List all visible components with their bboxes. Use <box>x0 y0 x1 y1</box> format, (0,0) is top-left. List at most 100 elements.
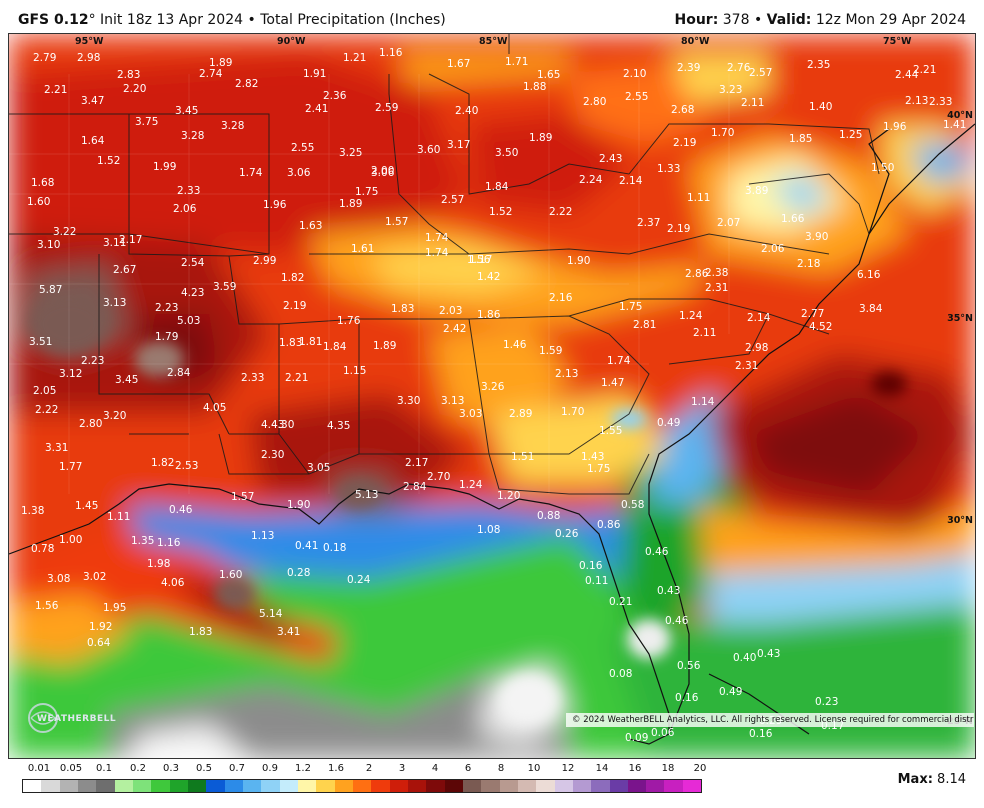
bullet-sep: • <box>247 12 256 28</box>
legend-tick-label: 1.2 <box>295 763 311 774</box>
precip-value-label: 0.58 <box>621 499 644 511</box>
legend-ticks: 0.01 0.05 0.1 0.2 0.3 0.5 0.7 0.9 1.2 1.6 2 3 4 6 8 10 1… <box>22 763 707 777</box>
colorbar-swatch <box>77 780 97 792</box>
precip-value-label: 1.67 <box>447 58 470 70</box>
precip-value-label: 2.33 <box>177 185 200 197</box>
precip-value-label: 2.06 <box>173 203 197 215</box>
colorbar-swatch <box>334 780 353 792</box>
precip-value-label: 1.57 <box>231 491 254 503</box>
precip-value-label: 1.56 <box>35 600 59 612</box>
legend-tick-label: 0.01 <box>27 763 51 774</box>
precip-value-label: 2.82 <box>235 78 258 90</box>
precip-value-label: 2.57 <box>441 194 464 206</box>
longitude-labels: 95°W 90°W 85°W 80°W 75°W <box>75 36 912 47</box>
legend-tick-label: 20 <box>693 763 707 774</box>
precip-value-label: 1.70 <box>561 406 584 418</box>
precip-value-label: 2.05 <box>33 385 56 397</box>
precip-value-label: 2.21 <box>913 64 936 76</box>
precip-value-label: 1.41 <box>943 119 966 131</box>
colorbar-swatch <box>646 780 665 792</box>
precip-value-label: 2.13 <box>555 368 578 380</box>
colorbar-swatch <box>261 780 280 792</box>
precip-value-label: 2.16 <box>549 292 573 304</box>
lon-label: 95°W <box>75 36 104 47</box>
precip-value-label: 2.23 <box>155 302 178 314</box>
legend-colorbar <box>22 779 702 793</box>
colorbar-swatch <box>224 780 243 792</box>
precip-value-label: 1.11 <box>107 511 130 523</box>
precip-value-label: 2.31 <box>705 282 728 294</box>
precip-value-label: 2.21 <box>44 84 67 96</box>
precip-value-label: 4.06 <box>161 577 185 589</box>
precip-value-label: 5.87 <box>39 284 62 296</box>
precip-value-label: 1.52 <box>489 206 512 218</box>
precip-value-label: 2.57 <box>749 67 772 79</box>
precip-value-label: 3.22 <box>53 226 76 238</box>
valid-label: Valid: <box>766 12 812 28</box>
colorbar-swatch <box>371 780 390 792</box>
precip-value-label: 2.79 <box>33 52 56 64</box>
lat-label: 40°N <box>947 110 973 121</box>
precip-value-label: 1.84 <box>485 181 509 193</box>
precip-value-label: 1.25 <box>839 129 862 141</box>
precip-value-label: 1.92 <box>89 621 112 633</box>
logo-text: WEATHERBELL <box>37 714 117 724</box>
precip-value-label: 3.03 <box>459 408 482 420</box>
precip-value-label: 3.84 <box>859 303 883 315</box>
state-borders <box>9 34 880 495</box>
colorbar-swatch <box>481 780 500 792</box>
precip-value-label: 2.13 <box>905 95 928 107</box>
precip-value-label: 0.24 <box>347 574 371 586</box>
precip-value-label: 5.14 <box>259 608 283 620</box>
precip-value-label: 1.96 <box>883 121 907 133</box>
precip-value-label: 1.76 <box>337 315 361 327</box>
precip-value-label: 1.81 <box>299 336 322 348</box>
precip-value-label: 2.36 <box>323 90 347 102</box>
precip-value-label: 1.74 <box>239 167 263 179</box>
precip-value-label: 1.11 <box>687 192 710 204</box>
precip-value-label: 2.14 <box>747 312 771 324</box>
precip-value-label: 1.45 <box>75 500 98 512</box>
precip-value-label: 1.90 <box>567 255 590 267</box>
precip-value-label: 3.31 <box>45 442 68 454</box>
precip-value-label: 1.56 <box>467 254 491 266</box>
precip-value-label: 1.16 <box>379 47 403 59</box>
precip-value-label: 1.55 <box>599 425 622 437</box>
precip-value-label: 0.43 <box>757 648 780 660</box>
colorbar-swatch <box>169 780 188 792</box>
colorbar-swatch <box>59 780 78 792</box>
precip-value-label: 1.60 <box>219 569 242 581</box>
precip-value-label: 2.38 <box>705 267 728 279</box>
colorbar-swatch <box>23 780 42 792</box>
precip-value-label: 1.47 <box>601 377 624 389</box>
precip-value-label: 1.40 <box>809 101 832 113</box>
precip-value-label: 3.45 <box>175 105 198 117</box>
degree-symbol: ° <box>88 12 96 28</box>
precip-value-label: 2.43 <box>599 153 622 165</box>
precip-value-label: 0.08 <box>609 668 632 680</box>
precip-value-label: 0.16 <box>579 560 603 572</box>
precip-value-label: 1.88 <box>523 81 546 93</box>
precip-value-label: 2.37 <box>637 217 660 229</box>
precip-value-label: 0.46 <box>665 615 689 627</box>
colorbar-swatch <box>279 780 298 792</box>
precip-value-label: 1.74 <box>425 232 449 244</box>
precip-value-label: 1.98 <box>147 558 170 570</box>
colorbar-swatch <box>132 780 152 792</box>
precip-value-label: 1.17 <box>469 254 492 266</box>
precip-value-label: 1.61 <box>351 243 374 255</box>
precip-value-label: 3.11 <box>103 237 126 249</box>
colorbar-swatch <box>426 780 445 792</box>
precip-value-label: 1.86 <box>477 309 501 321</box>
county-lines <box>9 74 730 494</box>
precip-value-label: 0.64 <box>87 637 111 649</box>
colorbar-swatch <box>554 780 573 792</box>
precip-value-label: 2.80 <box>583 96 606 108</box>
lat-label: 35°N <box>947 313 973 324</box>
precip-value-label: 2.24 <box>579 174 603 186</box>
precip-value-label: 0.41 <box>295 540 318 552</box>
precip-value-label: 1.74 <box>607 355 631 367</box>
precip-value-label: 0.11 <box>585 575 608 587</box>
max-label: Max: <box>897 772 933 787</box>
precip-value-label: 2.17 <box>119 234 142 246</box>
